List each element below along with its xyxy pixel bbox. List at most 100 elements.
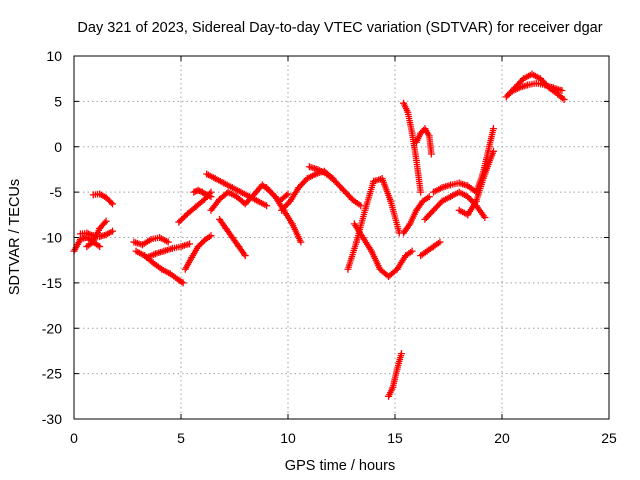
- data-point: [179, 279, 187, 287]
- series-arc-10: [190, 186, 215, 201]
- data-point: [224, 188, 232, 196]
- series-trail: [264, 185, 304, 244]
- data-point: [402, 252, 410, 260]
- series-arc-18: [350, 220, 416, 281]
- data-point: [340, 186, 348, 194]
- data-point: [447, 181, 455, 189]
- series-arc-17: [344, 175, 403, 273]
- series-arc-28: [502, 70, 568, 104]
- x-tick-label: 10: [280, 430, 296, 446]
- series-arc-29: [507, 79, 566, 96]
- y-axis-label: SDTVAR / TECUs: [7, 179, 23, 295]
- data-point: [130, 238, 138, 246]
- series-arc-16: [305, 163, 365, 210]
- data-point: [83, 243, 91, 251]
- data-point: [361, 206, 369, 214]
- series-arc-07: [143, 240, 194, 261]
- x-tick-label: 0: [70, 430, 78, 446]
- data-point: [233, 193, 241, 201]
- data-point: [175, 276, 183, 284]
- y-tick-label: 5: [54, 93, 62, 109]
- data-point: [286, 197, 294, 205]
- data-point: [198, 188, 206, 196]
- data-point: [464, 211, 472, 219]
- data-point: [412, 206, 420, 214]
- x-tick-label: 25: [601, 430, 617, 446]
- data-point: [472, 188, 480, 196]
- data-point: [331, 177, 339, 185]
- y-tick-label: -5: [50, 184, 63, 200]
- data-point: [532, 79, 540, 87]
- data-point: [183, 210, 191, 218]
- data-point: [303, 175, 311, 183]
- data-point: [389, 383, 397, 391]
- data-series: [70, 70, 568, 400]
- series-trail: [182, 233, 213, 271]
- series-arc-19: [385, 350, 405, 400]
- series-arc-20: [400, 99, 425, 196]
- data-point: [350, 220, 358, 228]
- series-arc-27: [472, 125, 497, 196]
- data-point: [404, 108, 412, 116]
- data-point: [288, 220, 296, 228]
- data-point: [314, 165, 322, 173]
- data-point: [519, 75, 527, 83]
- data-point: [541, 81, 549, 89]
- data-point: [447, 193, 455, 201]
- data-point: [419, 197, 427, 205]
- data-point: [181, 265, 189, 273]
- series-arc-09: [181, 232, 215, 273]
- data-point: [192, 203, 200, 211]
- series-trail: [352, 222, 414, 279]
- y-tick-label: -25: [42, 366, 62, 382]
- data-point: [147, 235, 155, 243]
- series-arc-21: [400, 193, 433, 237]
- data-point: [385, 273, 393, 281]
- series-trail: [85, 219, 109, 249]
- data-point: [554, 90, 562, 98]
- series-arc-04: [89, 190, 117, 208]
- data-point: [241, 252, 249, 260]
- series-arc-12: [207, 181, 292, 214]
- y-tick-label: 10: [46, 48, 62, 64]
- data-point: [515, 84, 523, 92]
- x-tick-label: 15: [387, 430, 403, 446]
- data-point: [436, 238, 444, 246]
- data-point: [222, 224, 230, 232]
- y-tick-label: -20: [42, 320, 62, 336]
- series-trail: [386, 352, 405, 398]
- data-point: [438, 197, 446, 205]
- series-trail: [401, 101, 424, 194]
- data-point: [481, 214, 489, 222]
- data-point: [464, 182, 472, 190]
- data-point: [166, 270, 174, 278]
- data-point: [228, 184, 236, 192]
- data-point: [168, 244, 176, 252]
- data-point: [408, 129, 416, 137]
- data-point: [164, 238, 172, 246]
- data-point: [430, 243, 438, 251]
- data-point: [305, 163, 313, 171]
- data-point: [385, 392, 393, 400]
- data-point: [485, 143, 493, 151]
- data-point: [263, 184, 271, 192]
- y-tick-label: -30: [42, 411, 62, 427]
- data-point: [421, 125, 429, 133]
- data-point: [421, 215, 429, 223]
- chart-title: Day 321 of 2023, Sidereal Day-to-day VTE…: [77, 20, 602, 36]
- data-point: [177, 243, 185, 251]
- data-point: [271, 193, 279, 201]
- data-point: [400, 99, 408, 107]
- data-point: [278, 206, 286, 214]
- x-axis-label: GPS time / hours: [285, 458, 395, 474]
- series-arc-23: [417, 238, 444, 260]
- data-point: [158, 265, 166, 273]
- data-point: [83, 229, 91, 237]
- data-point: [367, 247, 375, 255]
- data-point: [393, 365, 401, 373]
- data-point: [254, 197, 262, 205]
- data-point: [76, 230, 84, 238]
- data-point: [138, 241, 146, 249]
- data-point: [160, 247, 168, 255]
- data-point: [297, 238, 305, 246]
